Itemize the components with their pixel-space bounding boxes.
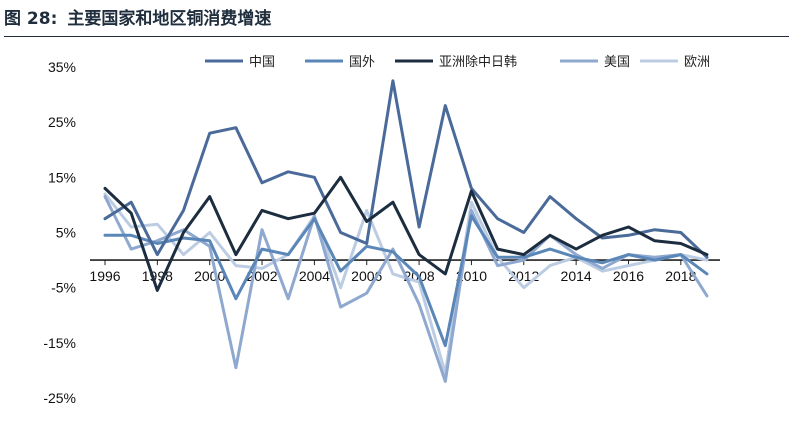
x-tick-label: 2018 <box>665 268 696 284</box>
series-line-2 <box>103 214 709 348</box>
x-tick-label: 2010 <box>456 268 487 284</box>
figure-label: 图 28: <box>4 9 58 29</box>
series-line-4 <box>103 195 709 383</box>
legend-label: 欧洲 <box>684 55 710 70</box>
legend-label: 美国 <box>604 55 630 70</box>
legend-label: 国外 <box>349 55 375 70</box>
x-tick-label: 1996 <box>89 268 120 284</box>
figure-title-text: 主要国家和地区铜消费增速 <box>67 9 272 29</box>
y-tick-label: 25% <box>48 114 76 130</box>
x-tick-label: 2004 <box>299 268 330 284</box>
x-tick-label: 2016 <box>613 268 644 284</box>
legend-label: 亚洲除中日韩 <box>439 55 517 70</box>
y-tick-label: 5% <box>56 225 76 241</box>
y-tick-label: -5% <box>51 280 76 296</box>
figure-title: 图 28: 主要国家和地区铜消费增速 <box>4 2 789 37</box>
y-tick-label: -15% <box>43 335 76 351</box>
series-line-1 <box>103 79 709 259</box>
y-tick-label: 35% <box>48 59 76 75</box>
x-tick-label: 2000 <box>194 268 225 284</box>
x-tick-label: 1998 <box>142 268 173 284</box>
y-tick-label: -25% <box>43 390 76 406</box>
series-line-3 <box>103 175 709 292</box>
x-tick-label: 2014 <box>561 268 592 284</box>
y-tick-label: 15% <box>48 169 76 185</box>
legend-label: 中国 <box>249 55 275 70</box>
